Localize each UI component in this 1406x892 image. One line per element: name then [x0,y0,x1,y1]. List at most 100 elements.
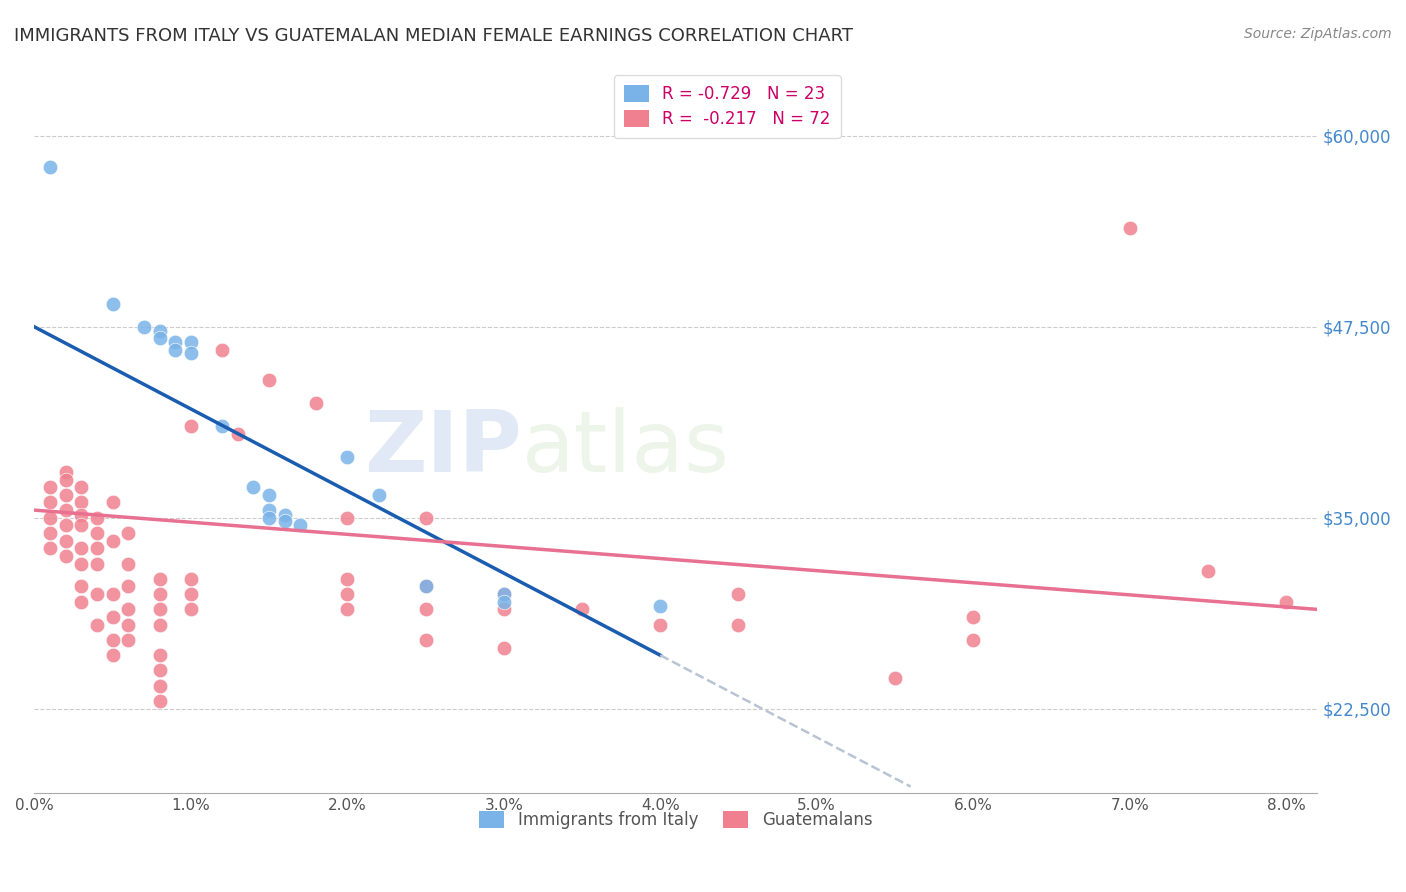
Point [1197,564,1219,578]
Point [165,343,187,357]
Point [55,533,77,548]
Point [571,602,593,616]
Point [86,510,108,524]
Point [415,602,437,616]
Point [70,518,93,533]
Point [148,572,170,586]
Point [180,602,202,616]
Point [492,587,515,601]
Point [101,587,124,601]
Point [148,330,170,344]
Point [117,617,139,632]
Point [101,495,124,509]
Point [117,557,139,571]
Point [39,480,62,494]
Point [415,579,437,593]
Point [274,508,297,522]
Point [211,343,233,357]
Point [1275,595,1298,609]
Point [86,526,108,541]
Point [39,526,62,541]
Point [1118,220,1140,235]
Point [101,610,124,624]
Point [290,518,312,533]
Point [492,595,515,609]
Point [70,595,93,609]
Point [336,510,359,524]
Point [650,599,672,614]
Point [336,602,359,616]
Point [117,526,139,541]
Point [39,510,62,524]
Point [242,480,264,494]
Point [86,557,108,571]
Text: ZIP: ZIP [364,407,522,490]
Point [180,346,202,360]
Point [148,694,170,708]
Point [962,632,984,647]
Point [305,396,328,410]
Point [55,488,77,502]
Point [165,335,187,350]
Point [492,602,515,616]
Point [257,510,280,524]
Point [257,488,280,502]
Point [180,587,202,601]
Point [148,679,170,693]
Point [415,632,437,647]
Point [727,617,749,632]
Point [211,419,233,434]
Point [492,640,515,655]
Point [70,480,93,494]
Point [884,671,907,685]
Point [274,514,297,528]
Point [727,587,749,601]
Point [101,533,124,548]
Point [415,510,437,524]
Point [132,319,155,334]
Point [101,632,124,647]
Point [148,602,170,616]
Point [55,549,77,563]
Point [101,648,124,663]
Point [180,572,202,586]
Point [148,587,170,601]
Point [70,579,93,593]
Point [55,473,77,487]
Point [86,587,108,601]
Point [336,587,359,601]
Point [336,450,359,464]
Point [367,488,389,502]
Point [117,632,139,647]
Point [650,617,672,632]
Point [492,587,515,601]
Point [70,541,93,556]
Point [226,426,249,441]
Point [70,557,93,571]
Point [39,541,62,556]
Text: Source: ZipAtlas.com: Source: ZipAtlas.com [1244,27,1392,41]
Point [55,518,77,533]
Legend: Immigrants from Italy, Guatemalans: Immigrants from Italy, Guatemalans [472,804,879,836]
Point [148,664,170,678]
Point [257,373,280,387]
Text: IMMIGRANTS FROM ITALY VS GUATEMALAN MEDIAN FEMALE EARNINGS CORRELATION CHART: IMMIGRANTS FROM ITALY VS GUATEMALAN MEDI… [14,27,853,45]
Point [148,325,170,339]
Point [148,648,170,663]
Point [148,617,170,632]
Point [180,335,202,350]
Point [336,572,359,586]
Point [962,610,984,624]
Point [55,503,77,517]
Point [257,503,280,517]
Text: atlas: atlas [522,407,730,490]
Point [70,495,93,509]
Point [39,160,62,174]
Point [86,617,108,632]
Point [117,579,139,593]
Point [415,579,437,593]
Point [180,419,202,434]
Point [70,508,93,522]
Point [55,465,77,479]
Point [86,541,108,556]
